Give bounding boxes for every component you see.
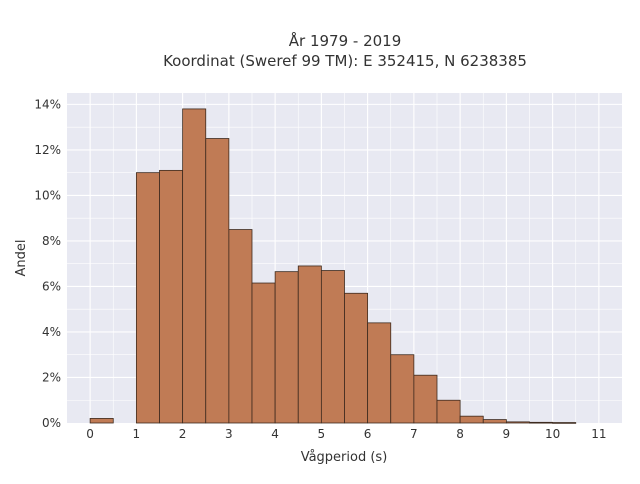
chart-title-line-1: År 1979 - 2019 bbox=[289, 31, 402, 50]
histogram-bar bbox=[344, 292, 369, 424]
y-tick-label: 0% bbox=[42, 416, 61, 430]
x-tick-label: 7 bbox=[410, 427, 418, 441]
histogram-bar bbox=[459, 415, 484, 424]
y-axis-label: Andel bbox=[14, 240, 29, 277]
histogram-bar bbox=[274, 271, 299, 424]
y-tick-label: 12% bbox=[34, 143, 61, 157]
histogram-bar bbox=[89, 418, 114, 424]
y-tick-label: 10% bbox=[34, 188, 61, 202]
x-tick-label: 0 bbox=[86, 427, 94, 441]
x-tick-label: 2 bbox=[179, 427, 187, 441]
histogram-bar bbox=[390, 354, 415, 424]
histogram-bar bbox=[367, 322, 392, 424]
histogram-bar bbox=[413, 374, 438, 424]
histogram-bar bbox=[436, 399, 461, 424]
x-tick-label: 1 bbox=[133, 427, 141, 441]
y-tick-label: 2% bbox=[42, 370, 61, 384]
histogram-bar bbox=[159, 169, 184, 424]
histogram-bar bbox=[228, 229, 253, 424]
histogram-bar bbox=[529, 421, 554, 424]
histogram-bar bbox=[135, 172, 160, 424]
y-tick-label: 8% bbox=[42, 234, 61, 248]
histogram-bar bbox=[552, 422, 577, 424]
histogram-bar bbox=[320, 270, 345, 424]
x-axis-label: Vågperiod (s) bbox=[301, 450, 388, 465]
bars bbox=[89, 108, 577, 424]
x-tick-label: 8 bbox=[456, 427, 464, 441]
histogram-bar bbox=[205, 138, 230, 424]
x-tick-label: 10 bbox=[545, 427, 560, 441]
x-tick-label: 3 bbox=[225, 427, 233, 441]
y-tick-label: 6% bbox=[42, 279, 61, 293]
y-tick-labels: 0% 2% 4% 6% 8% 10% 12% 14% bbox=[34, 97, 61, 430]
x-tick-label: 11 bbox=[591, 427, 606, 441]
x-tick-labels: 0 1 2 3 4 5 6 7 8 9 10 11 bbox=[86, 427, 606, 441]
histogram-bar bbox=[482, 419, 507, 424]
histogram-bar bbox=[297, 265, 322, 424]
y-tick-label: 4% bbox=[42, 325, 61, 339]
x-tick-label: 6 bbox=[364, 427, 372, 441]
histogram-bar bbox=[505, 421, 530, 424]
histogram-bar bbox=[182, 108, 207, 424]
chart-title-line-2: Koordinat (Sweref 99 TM): E 352415, N 62… bbox=[163, 52, 527, 70]
histogram-bar bbox=[251, 282, 276, 424]
x-tick-label: 5 bbox=[318, 427, 326, 441]
x-tick-label: 4 bbox=[271, 427, 279, 441]
y-tick-label: 14% bbox=[34, 97, 61, 111]
x-tick-label: 9 bbox=[503, 427, 511, 441]
